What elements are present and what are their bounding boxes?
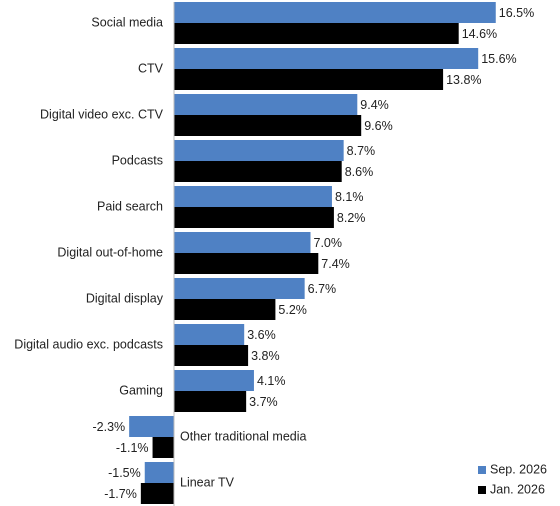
- bar: [174, 324, 245, 345]
- value-label: 6.7%: [308, 282, 337, 296]
- category-label: Digital video exc. CTV: [40, 107, 164, 121]
- bar: [174, 23, 459, 44]
- bar: [174, 232, 311, 253]
- bar: [152, 437, 174, 458]
- category-label: Linear TV: [180, 475, 235, 489]
- bar: [174, 207, 334, 228]
- category-label: Digital display: [86, 291, 164, 305]
- bar: [140, 483, 174, 504]
- value-label: 13.8%: [446, 73, 481, 87]
- category-label: Paid search: [97, 199, 163, 213]
- bar: [174, 299, 276, 320]
- category-label: Gaming: [119, 383, 163, 397]
- value-label: 3.7%: [249, 395, 278, 409]
- value-label: 9.6%: [364, 119, 393, 133]
- bar: [174, 253, 319, 274]
- bar: [129, 416, 174, 437]
- value-label: -1.1%: [116, 441, 149, 455]
- bar: [174, 94, 358, 115]
- value-label: 8.7%: [347, 144, 376, 158]
- category-label: Social media: [91, 15, 163, 29]
- value-label: -1.5%: [108, 466, 141, 480]
- bar: [174, 370, 254, 391]
- bar: [174, 69, 444, 90]
- value-label: 8.1%: [335, 190, 364, 204]
- value-label: 15.6%: [481, 52, 516, 66]
- category-label: Other traditional media: [180, 429, 307, 443]
- value-label: 9.4%: [360, 98, 389, 112]
- value-label: 3.6%: [247, 328, 276, 342]
- value-label: -2.3%: [92, 420, 125, 434]
- value-label: 7.4%: [321, 257, 350, 271]
- value-label: 7.0%: [314, 236, 343, 250]
- value-label: 8.6%: [345, 165, 374, 179]
- category-label: CTV: [138, 61, 164, 75]
- bar: [174, 278, 305, 299]
- legend-swatch: [478, 486, 486, 494]
- category-label: Podcasts: [112, 153, 163, 167]
- category-label: Digital audio exc. podcasts: [14, 337, 163, 351]
- legend-label: Sep. 2026: [490, 462, 547, 476]
- value-label: 16.5%: [499, 6, 534, 20]
- legend-label: Jan. 2026: [490, 482, 545, 496]
- bar: [174, 115, 362, 136]
- bar: [174, 186, 332, 207]
- value-label: 4.1%: [257, 374, 286, 388]
- bar: [174, 345, 249, 366]
- bar: [174, 2, 496, 23]
- bar: [174, 161, 342, 182]
- bar: [174, 48, 479, 69]
- bar: [144, 462, 174, 483]
- value-label: 8.2%: [337, 211, 366, 225]
- value-label: 14.6%: [462, 27, 497, 41]
- legend-swatch: [478, 466, 486, 474]
- bar: [174, 391, 247, 412]
- bar: [174, 140, 344, 161]
- value-label: 3.8%: [251, 349, 280, 363]
- value-label: -1.7%: [104, 487, 137, 501]
- category-label: Digital out-of-home: [57, 245, 163, 259]
- value-label: 5.2%: [278, 303, 307, 317]
